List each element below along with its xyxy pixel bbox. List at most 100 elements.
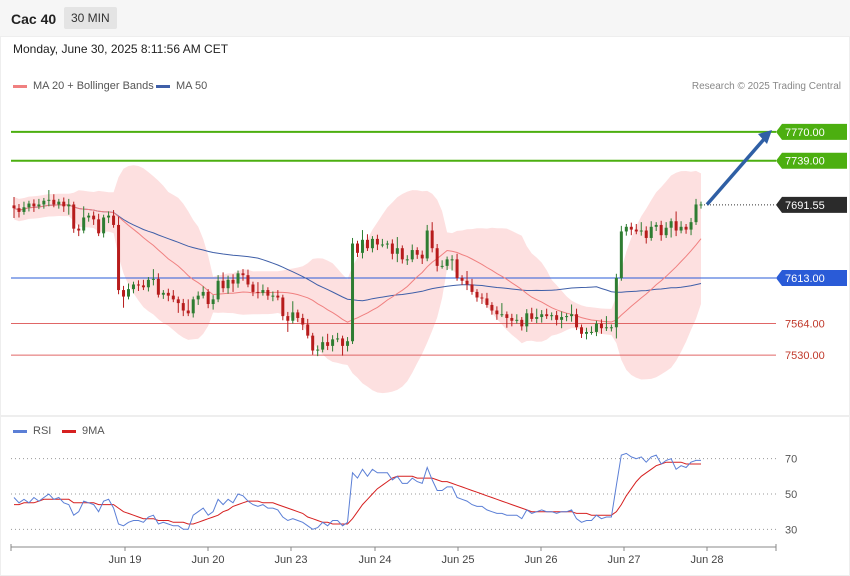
candle-body	[505, 314, 509, 318]
candle-body	[500, 314, 504, 316]
candle-body	[609, 327, 613, 329]
candle-body	[614, 277, 618, 328]
candle-body	[336, 338, 340, 340]
candle-body	[550, 315, 554, 317]
candle-body	[12, 205, 16, 209]
candle-body	[520, 319, 524, 327]
candle-body	[356, 243, 359, 253]
candle-body	[385, 243, 389, 245]
candle-body	[629, 226, 633, 230]
candle-body	[365, 239, 369, 249]
candle-body	[186, 310, 190, 314]
candle-body	[301, 317, 305, 325]
candle-body	[27, 203, 31, 208]
candle-body	[321, 342, 325, 350]
candle-body	[216, 280, 220, 300]
timeframe-button[interactable]: 30 MIN	[64, 7, 117, 29]
support-label: 7564.00	[785, 319, 825, 331]
candle-body	[351, 243, 355, 342]
rsi-ma-line	[14, 461, 701, 525]
candle-body	[97, 219, 101, 234]
resistance-label: 7770.00	[785, 127, 825, 139]
candle-body	[156, 278, 160, 295]
candle-body	[589, 331, 593, 333]
candle-body	[360, 239, 364, 253]
rsi-ma-swatch	[62, 429, 76, 433]
candle-body	[654, 224, 658, 227]
candle-body	[341, 338, 345, 346]
time-tick-label: Jun 24	[358, 554, 391, 566]
rsi-line	[13, 452, 701, 530]
candle-body	[22, 207, 26, 212]
resistance-label: 7739.00	[785, 156, 825, 168]
candle-body	[37, 204, 41, 207]
candle-body	[226, 279, 230, 289]
candle-body	[470, 284, 474, 292]
candle-body	[475, 291, 479, 298]
rsi-swatch	[13, 429, 27, 433]
candle-body	[261, 290, 265, 293]
time-tick-label: Jun 20	[191, 554, 224, 566]
candle-body	[181, 303, 185, 311]
ma50-swatch	[156, 84, 170, 88]
candle-body	[131, 284, 135, 290]
candle-body	[540, 314, 544, 318]
candle-body	[32, 203, 36, 207]
candle-body	[495, 310, 499, 315]
candle-body	[256, 291, 260, 293]
symbol-title: Cac 40	[11, 11, 57, 27]
legend-rsi-label: RSI	[33, 425, 52, 437]
candle-body	[420, 254, 424, 259]
legend-ma50: MA 50	[156, 80, 207, 92]
candle-body	[570, 314, 574, 317]
candle-body	[530, 313, 534, 319]
candle-body	[196, 295, 200, 300]
candle-body	[425, 230, 429, 259]
last-price-tag	[776, 196, 847, 213]
candle-body	[72, 204, 76, 229]
candle-body	[117, 224, 121, 291]
candle-body	[221, 280, 225, 289]
candle-body	[112, 215, 116, 225]
candle-body	[281, 297, 285, 317]
candle-body	[430, 230, 434, 249]
candle-body	[286, 316, 290, 321]
time-tick-label: Jun 28	[690, 554, 723, 566]
candle-body	[390, 243, 394, 254]
pivot-label: 7613.00	[785, 273, 825, 285]
candle-body	[331, 339, 335, 346]
candle-body	[370, 238, 374, 249]
candle-body	[639, 230, 643, 232]
candle-body	[241, 273, 245, 276]
candle-body	[634, 229, 638, 232]
candle-body	[236, 273, 240, 284]
target-arrow	[705, 136, 767, 206]
candle-body	[619, 231, 623, 278]
candle-body	[594, 323, 598, 332]
candle-body	[445, 259, 449, 266]
candle-body	[689, 222, 693, 230]
pivot-tag	[776, 269, 847, 286]
candle-body	[435, 248, 439, 266]
legend-ma50-label: MA 50	[176, 80, 208, 92]
candle-body	[201, 291, 205, 296]
candle-body	[211, 299, 215, 305]
candle-body	[460, 277, 464, 281]
time-tick-label: Jun 25	[441, 554, 474, 566]
candle-body	[311, 335, 315, 351]
candle-body	[316, 349, 320, 351]
candle-body	[102, 217, 106, 234]
time-tick-label: Jun 27	[607, 554, 640, 566]
candle-body	[604, 327, 608, 329]
candle-body	[565, 316, 569, 318]
candle-body	[82, 217, 86, 231]
candle-body	[67, 204, 71, 207]
candle-body	[674, 221, 678, 231]
candle-body	[375, 238, 379, 245]
candle-body	[291, 312, 295, 321]
ma20-swatch	[13, 84, 27, 88]
candle-body	[415, 250, 419, 255]
candle-body	[122, 290, 126, 297]
candle-body	[664, 227, 668, 236]
